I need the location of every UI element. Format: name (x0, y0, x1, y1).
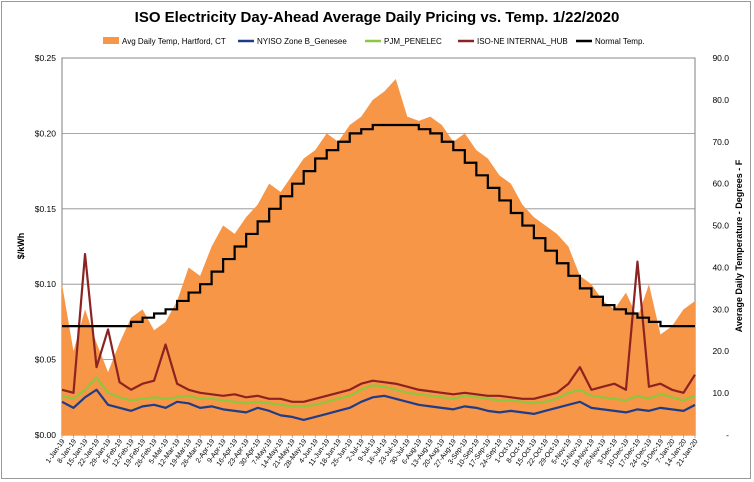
y2-tick-label: 90.0 (712, 53, 729, 63)
y-tick-label: $0.15 (35, 204, 57, 214)
x-axis: 1-Jan-198-Jan-1915-Jan-1922-Jan-1929-Jan… (45, 435, 700, 470)
y2-tick-label: 30.0 (712, 304, 729, 314)
legend-label: PJM_PENELEC (384, 37, 442, 46)
legend-swatch (103, 37, 119, 44)
y-tick-label: $0.25 (35, 53, 57, 63)
y-tick-label: $0.20 (35, 128, 57, 138)
series-line-3 (61, 252, 696, 403)
y2-tick-label: 80.0 (712, 95, 729, 105)
y-tick-label: $0.10 (35, 279, 57, 289)
y-tick-label: $0.05 (35, 355, 57, 365)
y2-tick-label: 70.0 (712, 137, 729, 147)
plot-area (61, 57, 696, 436)
series-line-2 (61, 376, 696, 408)
y2-tick-label: 60.0 (712, 179, 729, 189)
series-area-avg-temp (62, 78, 695, 435)
left-axis: $0.00 $0.05 $0.10 $0.15 $0.20 $0.25 (35, 53, 57, 440)
y2-tick-label: - (726, 430, 729, 440)
y2-axis-title: Average Daily Temperature - Degrees - F (734, 159, 744, 332)
legend-label: Avg Daily Temp, Hartford, CT (122, 37, 226, 46)
legend-label: Normal Temp. (595, 37, 645, 46)
chart-title: ISO Electricity Day-Ahead Average Daily … (134, 9, 620, 26)
legend: Avg Daily Temp, Hartford, CT NYISO Zone B… (103, 37, 645, 46)
right-axis: - 10.0 20.0 30.0 40.0 50.0 60.0 70.0 80.0 90.0 (712, 53, 729, 440)
series-line-1 (61, 388, 696, 422)
series-line-normal-temp (62, 123, 695, 328)
y2-tick-label: 20.0 (712, 346, 729, 356)
legend-label: NYISO Zone B_Genesee (257, 37, 347, 46)
y2-tick-label: 50.0 (712, 221, 729, 231)
y2-tick-label: 10.0 (712, 388, 729, 398)
y-axis-title: $/kWh (16, 233, 26, 260)
y2-tick-label: 40.0 (712, 262, 729, 272)
legend-label: ISO-NE INTERNAL_HUB (477, 37, 568, 46)
y-tick-label: $0.00 (35, 430, 57, 440)
